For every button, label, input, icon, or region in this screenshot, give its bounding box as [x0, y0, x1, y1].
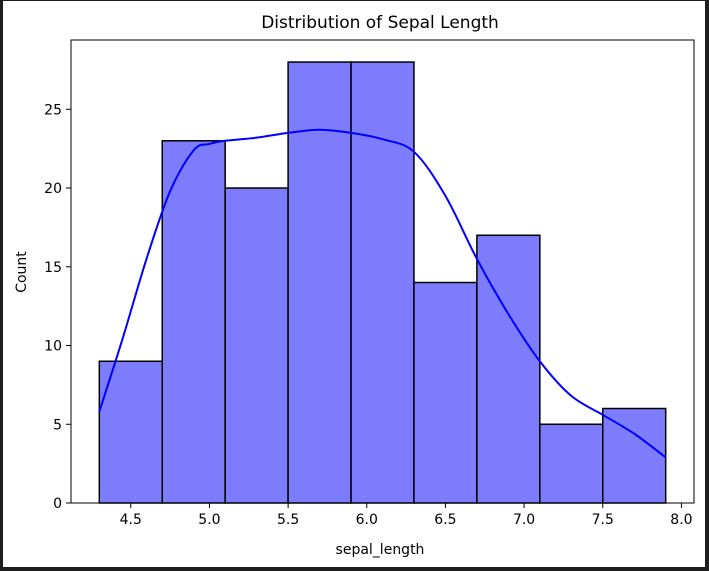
x-axis-ticks: 4.5 5.0 5.5 6.0 6.5 7.0 7.5 8.0	[120, 503, 693, 528]
y-tick-label: 25	[44, 102, 62, 118]
y-tick-label: 0	[53, 496, 62, 512]
y-tick-label: 15	[44, 260, 62, 276]
y-tick-label: 10	[44, 339, 62, 355]
histogram-bar-1	[98, 360, 163, 504]
x-tick-label: 8.0	[670, 512, 692, 528]
bars-layer	[98, 61, 667, 504]
y-axis-label: Count	[14, 251, 30, 293]
x-tick-label: 5.5	[277, 512, 299, 528]
x-tick-label: 6.0	[356, 512, 378, 528]
plot-area-border	[70, 39, 695, 504]
x-tick-label: 6.5	[434, 512, 456, 528]
kde-layer	[98, 128, 667, 459]
histogram-bar-3	[224, 187, 289, 504]
histogram-bar-9	[602, 407, 667, 504]
histogram-bar-2	[161, 140, 226, 504]
x-tick-label: 7.0	[513, 512, 535, 528]
y-axis-ticks: 0 5 10 15 20 25	[44, 102, 71, 512]
x-tick-label: 4.5	[120, 512, 142, 528]
histogram-bar-4	[287, 61, 352, 504]
chart-title: Distribution of Sepal Length	[261, 13, 499, 33]
histogram-bar-8	[539, 423, 604, 504]
histogram-bar-6	[413, 281, 478, 504]
x-axis-label: sepal_length	[336, 542, 425, 558]
kde-curve	[98, 128, 667, 459]
y-tick-label: 20	[44, 181, 62, 197]
histogram-bar-5	[350, 61, 415, 504]
y-tick-label: 5	[53, 417, 62, 433]
x-tick-label: 5.0	[198, 512, 220, 528]
x-tick-label: 7.5	[592, 512, 614, 528]
